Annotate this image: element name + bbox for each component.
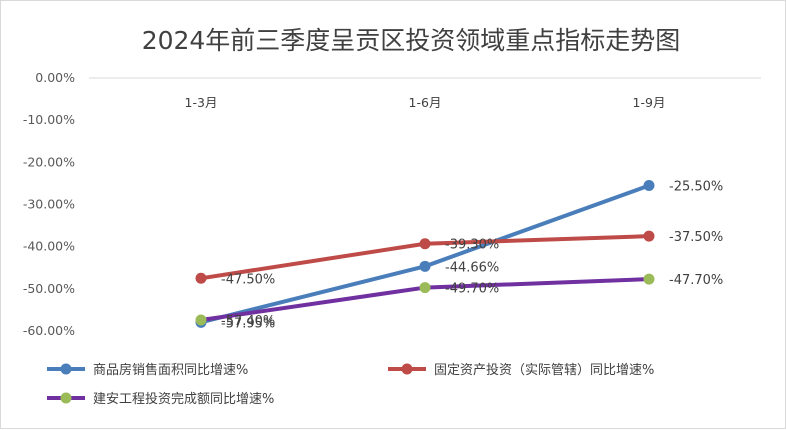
y-tick-label: -10.00% bbox=[23, 112, 75, 127]
legend-label-3: 建安工程投资完成额同比增速% bbox=[93, 391, 274, 407]
series-1-data-label: -57.95% bbox=[221, 316, 275, 331]
series-2-data-label: -39.30% bbox=[445, 238, 499, 253]
series-1-marker bbox=[643, 180, 655, 192]
series-3-marker bbox=[195, 314, 207, 326]
series-2-marker bbox=[419, 238, 431, 250]
legend-marker-2 bbox=[401, 363, 413, 375]
series-1-data-label: -44.66% bbox=[445, 260, 499, 275]
series-1-data-label: -25.50% bbox=[669, 180, 723, 195]
x-tick-label: 1-6月 bbox=[409, 95, 442, 110]
series-3-data-label: -47.70% bbox=[669, 273, 723, 288]
x-tick-label: 1-9月 bbox=[633, 95, 666, 110]
y-tick-label: -20.00% bbox=[23, 154, 75, 169]
x-tick-label: 1-3月 bbox=[185, 95, 218, 110]
series-2-marker bbox=[195, 272, 207, 284]
series-line-1 bbox=[199, 183, 651, 325]
series-2-data-label: -47.50% bbox=[221, 272, 275, 287]
series-3-data-label: -49.70% bbox=[445, 282, 499, 297]
y-tick-label: -50.00% bbox=[23, 281, 75, 296]
y-tick-label: -60.00% bbox=[23, 323, 75, 338]
legend-marker-3 bbox=[60, 392, 72, 404]
legend-marker-1 bbox=[60, 363, 72, 375]
y-tick-label: 0.00% bbox=[35, 70, 75, 85]
series-3-marker bbox=[419, 282, 431, 294]
chart-title: 2024年前三季度呈贡区投资领域重点指标走势图 bbox=[142, 26, 681, 55]
legend-label-1: 商品房销售面积同比增速% bbox=[93, 362, 248, 378]
series-2-data-label: -37.50% bbox=[669, 230, 723, 245]
series-3-marker bbox=[643, 273, 655, 285]
y-tick-label: -40.00% bbox=[23, 239, 75, 254]
series-2-marker bbox=[643, 230, 655, 242]
series-3-data-label: -57.40% bbox=[221, 314, 275, 329]
series-1-marker bbox=[419, 260, 431, 272]
y-tick-label: -30.00% bbox=[23, 197, 75, 212]
legend-label-2: 固定资产投资（实际管辖）同比增速% bbox=[434, 362, 654, 378]
